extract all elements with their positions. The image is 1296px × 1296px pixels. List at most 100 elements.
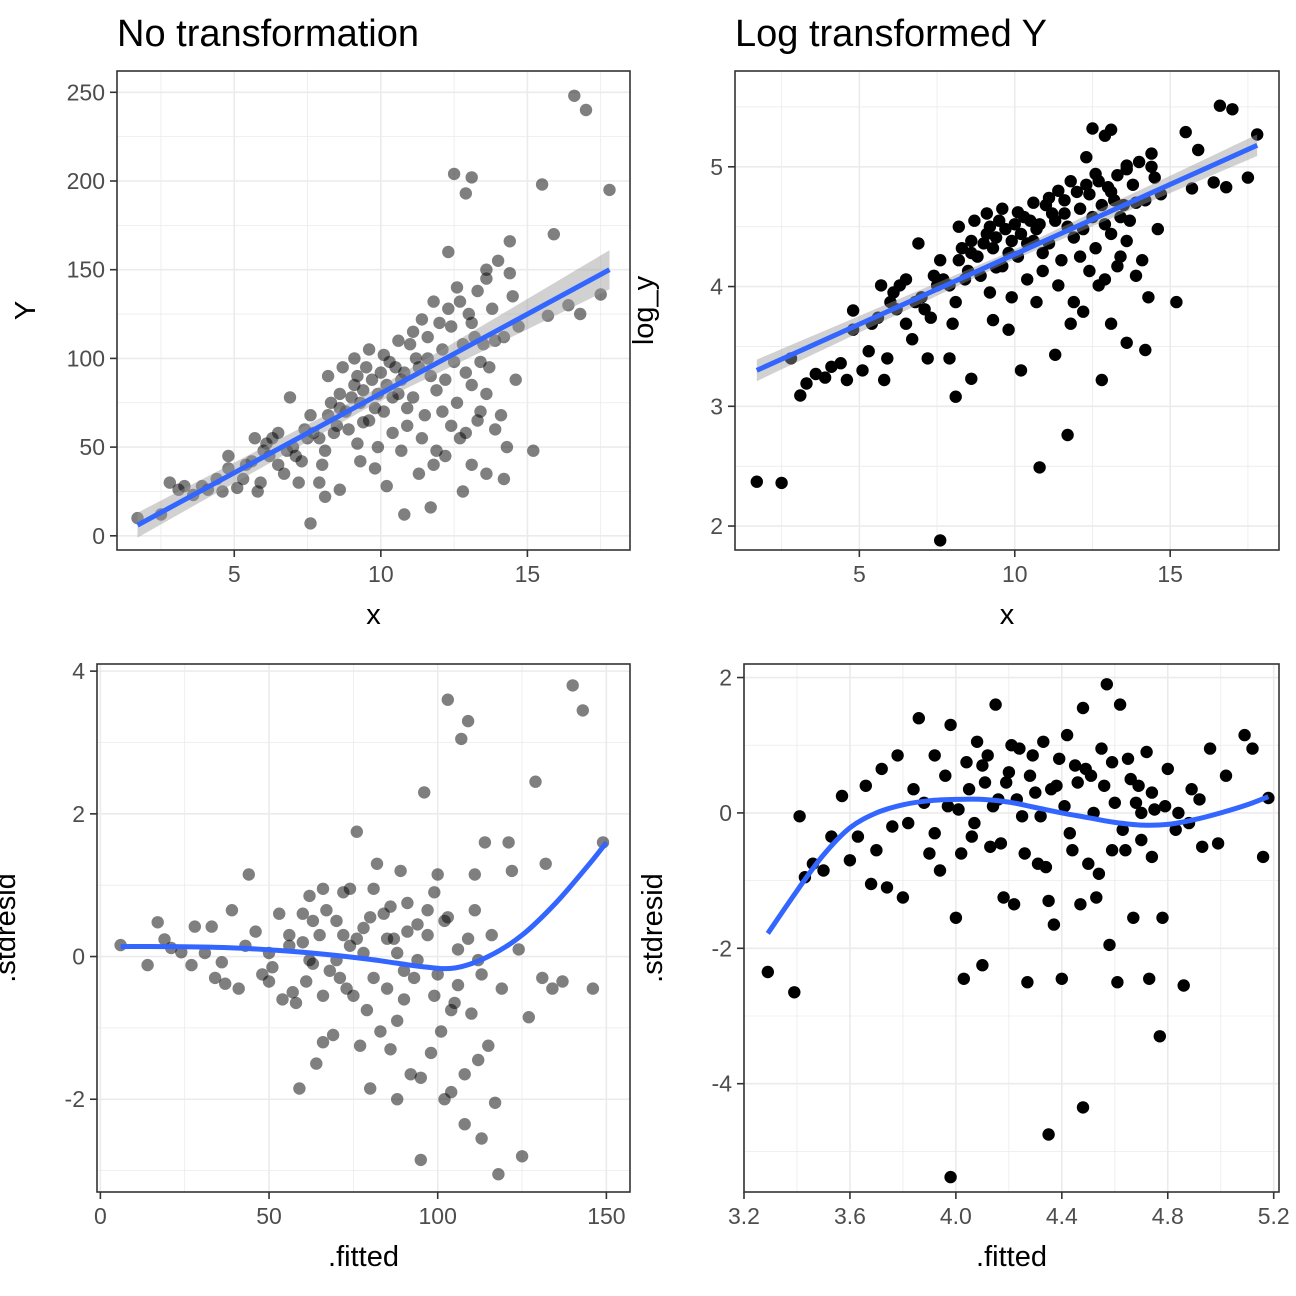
point — [480, 387, 493, 401]
point — [1077, 305, 1090, 318]
point — [933, 864, 947, 877]
point — [283, 928, 296, 942]
point — [1018, 847, 1031, 860]
point — [158, 933, 171, 946]
point — [1070, 185, 1084, 199]
x-tick-label: 10 — [1002, 561, 1028, 587]
point — [391, 946, 404, 960]
point — [1064, 317, 1077, 330]
point — [1120, 336, 1133, 349]
panel-2: 5 10 15 2 3 4 5 x log_y Log transformed Y — [628, 13, 1280, 631]
point — [503, 235, 516, 248]
point — [505, 864, 519, 878]
x-axis-title: .fitted — [328, 1241, 399, 1273]
point — [1033, 218, 1046, 231]
point — [433, 316, 446, 330]
point — [465, 458, 478, 471]
point — [472, 1053, 485, 1067]
point — [418, 409, 431, 422]
point — [874, 279, 888, 292]
point — [489, 423, 502, 436]
point — [899, 273, 913, 286]
point — [1030, 295, 1043, 309]
point — [471, 284, 484, 298]
point — [896, 891, 910, 904]
point — [480, 467, 493, 480]
point — [398, 366, 411, 379]
x-tick-label: 4.0 — [940, 1203, 972, 1229]
point — [327, 426, 341, 440]
point — [546, 982, 559, 995]
point — [289, 996, 303, 1010]
point — [151, 916, 164, 929]
point — [351, 369, 364, 383]
point — [313, 928, 326, 942]
x-axis: 3.2 3.6 4.0 4.4 4.8 5.2 — [728, 1192, 1290, 1229]
point — [483, 361, 496, 374]
point — [512, 943, 525, 956]
point — [1068, 759, 1082, 772]
point — [1089, 242, 1102, 255]
x-tick-label: 4.8 — [1152, 1203, 1184, 1229]
point — [1067, 295, 1081, 309]
point — [976, 759, 989, 772]
point — [1148, 171, 1161, 184]
point — [1142, 291, 1155, 304]
point — [163, 476, 176, 489]
point — [242, 868, 255, 881]
smooth-line — [765, 794, 1270, 935]
point — [986, 313, 1000, 327]
point — [431, 968, 444, 981]
point — [568, 89, 581, 103]
point — [1143, 972, 1156, 985]
points — [761, 678, 1275, 1184]
point — [515, 1150, 529, 1163]
point — [999, 222, 1012, 236]
point — [438, 1093, 451, 1106]
point — [367, 971, 380, 985]
point — [441, 911, 454, 924]
point — [983, 220, 997, 233]
x-axis: 0 50 100 150 — [94, 1192, 626, 1229]
point — [480, 263, 493, 276]
x-axis: 5 10 15 — [228, 550, 540, 587]
point — [1156, 911, 1169, 924]
point — [1203, 742, 1217, 755]
point — [427, 458, 440, 471]
point — [800, 377, 813, 390]
point — [296, 907, 309, 920]
point — [445, 1003, 458, 1017]
point — [293, 1082, 306, 1095]
point — [1193, 793, 1206, 806]
point — [208, 971, 222, 985]
point — [357, 384, 370, 397]
point — [1140, 745, 1153, 759]
point — [851, 830, 865, 843]
point — [955, 847, 968, 860]
point — [348, 352, 361, 365]
x-tick-label: 15 — [515, 561, 541, 587]
point — [1121, 752, 1135, 765]
point — [1082, 857, 1095, 870]
point — [368, 462, 382, 475]
point — [1120, 234, 1133, 248]
point — [406, 325, 420, 338]
y-tick-label: 100 — [67, 345, 105, 371]
point — [482, 1039, 495, 1052]
point — [996, 202, 1009, 215]
point — [906, 333, 919, 346]
point — [458, 1118, 471, 1131]
gridlines — [97, 664, 630, 1192]
point — [899, 317, 913, 330]
y-tick-label: 4 — [72, 658, 85, 684]
point — [1116, 823, 1129, 836]
point — [1015, 810, 1029, 823]
point — [188, 920, 201, 933]
point — [430, 444, 443, 457]
point — [450, 396, 464, 409]
point — [1095, 742, 1108, 755]
x-tick-label: 5 — [853, 561, 866, 587]
y-tick-label: 200 — [67, 168, 105, 194]
point — [497, 472, 511, 486]
point — [1185, 182, 1199, 195]
